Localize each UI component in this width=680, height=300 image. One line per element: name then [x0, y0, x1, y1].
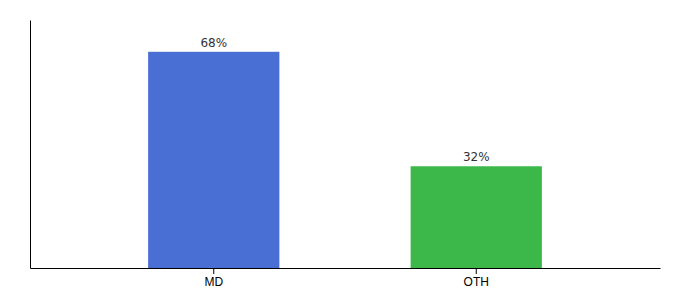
x-axis: MD OTH — [31, 268, 661, 289]
x-tick: MD — [204, 268, 223, 289]
x-tick-mark — [213, 268, 214, 274]
data-labels: 68% 32% — [200, 36, 489, 164]
data-label: 32% — [463, 150, 490, 164]
y-axis-line — [30, 21, 31, 269]
y-axis — [30, 21, 31, 269]
x-tick-label: OTH — [464, 275, 489, 289]
x-tick-label: MD — [204, 275, 223, 289]
bars — [148, 52, 542, 268]
bar — [148, 52, 279, 268]
x-tick: OTH — [464, 268, 489, 289]
x-axis-line — [31, 268, 661, 269]
plot: MD OTH 68% 32% — [31, 21, 661, 289]
x-tick-mark — [476, 268, 477, 274]
data-label: 68% — [200, 36, 227, 50]
bar — [411, 166, 542, 268]
chart: MD OTH 68% 32% — [0, 0, 680, 300]
